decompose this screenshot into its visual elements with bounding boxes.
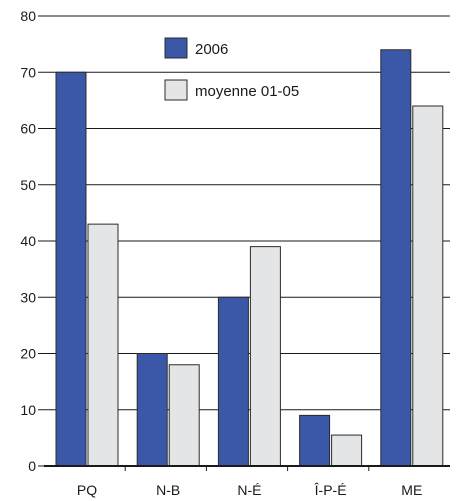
legend: 2006 moyenne 01-05 xyxy=(164,37,299,101)
bar-Î-P-É-moyenne 01-05 xyxy=(331,434,363,467)
y-tick-label-60: 60 xyxy=(20,121,36,137)
category-labels: PQ N-B N-É Î-P-É ME xyxy=(77,482,422,498)
legend-swatch-moyenne 01-05 xyxy=(164,79,188,101)
bar-N-É-2006 xyxy=(217,296,249,467)
bar-Î-P-É-2006 xyxy=(299,414,331,467)
y-tick-label-10: 10 xyxy=(20,402,36,418)
y-tick-label-80: 80 xyxy=(20,8,36,24)
y-tick-label-0: 0 xyxy=(28,458,36,474)
bar-PQ-2006 xyxy=(55,71,87,467)
category-label-N-B: N-B xyxy=(156,482,180,498)
category-label-ME: ME xyxy=(401,482,422,498)
legend-label-2006: 2006 xyxy=(195,41,228,58)
y-tick-label-40: 40 xyxy=(20,233,36,249)
bar-N-B-2006 xyxy=(136,353,168,467)
bars xyxy=(55,49,444,467)
y-tick-labels: 0 10 20 30 40 50 60 70 80 xyxy=(20,8,44,474)
bar-N-B-moyenne 01-05 xyxy=(168,364,200,467)
bar-ME-2006 xyxy=(380,49,412,467)
y-tick-label-50: 50 xyxy=(20,177,36,193)
legend-label-moyenne 01-05: moyenne 01-05 xyxy=(195,83,299,100)
category-label-N-É: N-É xyxy=(237,482,261,498)
category-label-PQ: PQ xyxy=(77,482,97,498)
bar-ME-moyenne 01-05 xyxy=(412,105,444,467)
category-label-Î-P-É: Î-P-É xyxy=(314,482,347,498)
y-tick-label-30: 30 xyxy=(20,289,36,305)
x-axis xyxy=(44,465,450,471)
legend-swatch-2006 xyxy=(164,37,188,59)
y-tick-label-20: 20 xyxy=(20,346,36,362)
y-tick-label-70: 70 xyxy=(20,64,36,80)
bar-PQ-moyenne 01-05 xyxy=(87,223,119,467)
bar-N-É-moyenne 01-05 xyxy=(249,246,281,467)
